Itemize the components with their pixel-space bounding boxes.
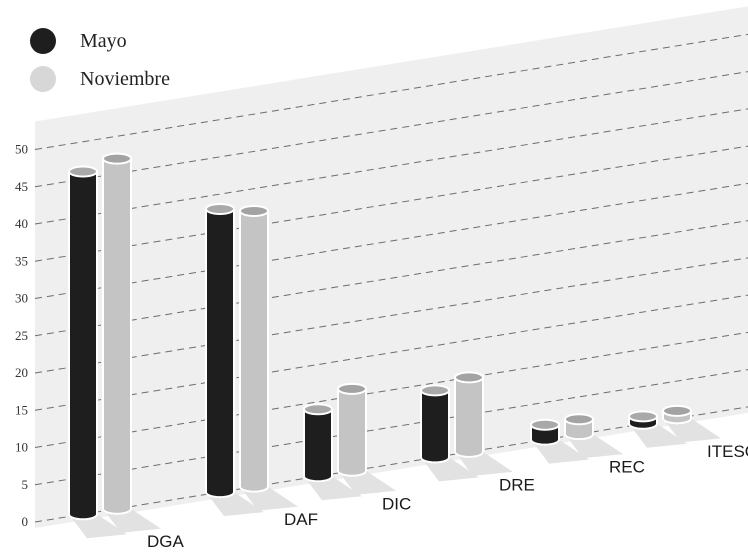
gridline — [34, 257, 748, 374]
bar-top-mayo — [205, 203, 235, 216]
x-category-label: DIC — [382, 494, 411, 513]
bar-shadow — [455, 451, 513, 476]
bar-top-noviembre — [454, 371, 484, 384]
x-category-label: REC — [609, 458, 645, 477]
bar-noviembre — [102, 157, 132, 515]
bar-mayo — [420, 389, 450, 464]
y-tick-label: 5 — [22, 477, 29, 492]
legend: Mayo Noviembre — [30, 22, 170, 98]
gridline — [34, 108, 748, 225]
gridline — [34, 220, 748, 337]
bar-shadow — [206, 492, 264, 517]
bar-mayo — [205, 208, 235, 499]
bar-noviembre — [337, 387, 367, 477]
y-tick-label: 50 — [15, 142, 28, 157]
y-tick-label: 15 — [15, 402, 28, 417]
gridline — [34, 182, 748, 299]
bar-shadow — [240, 486, 298, 511]
x-category-label: DRE — [499, 475, 535, 494]
bar-shadow — [69, 514, 127, 539]
gridline — [34, 369, 748, 486]
legend-item-mayo: Mayo — [30, 22, 170, 60]
bar-noviembre — [454, 376, 484, 458]
x-category-label: DGA — [147, 532, 185, 551]
bar-shadow — [338, 470, 396, 495]
x-category-label: DAF — [284, 510, 318, 529]
bar-shadow — [103, 508, 161, 533]
legend-label-mayo: Mayo — [80, 29, 127, 52]
bar-shadow — [629, 423, 687, 448]
y-tick-label: 0 — [22, 514, 29, 529]
bar-top-noviembre — [337, 382, 367, 395]
bar-noviembre — [239, 209, 269, 493]
bar-shadow — [663, 418, 721, 443]
bar-mayo — [68, 170, 98, 521]
bar-shadow — [421, 457, 479, 482]
bar-shadow — [304, 476, 362, 501]
x-category-label: ITESO, AC — [707, 442, 748, 461]
y-tick-label: 35 — [15, 253, 28, 268]
legend-label-noviembre: Noviembre — [80, 67, 170, 90]
gridline — [34, 33, 748, 150]
bar-top-mayo — [303, 403, 333, 416]
gridline — [34, 145, 748, 262]
bar-top-mayo — [420, 384, 450, 397]
y-tick-label: 25 — [15, 328, 28, 343]
bar-top-mayo — [628, 410, 658, 423]
y-tick-label: 45 — [15, 179, 28, 194]
legend-swatch-noviembre — [30, 66, 56, 92]
bar-mayo — [303, 408, 333, 483]
bar-shadow — [531, 439, 589, 464]
gridline — [34, 331, 748, 448]
bar-top-mayo — [68, 165, 98, 178]
bar-top-noviembre — [239, 204, 269, 217]
bar-top-noviembre — [102, 152, 132, 165]
bar-top-mayo — [530, 418, 560, 431]
gridline — [34, 71, 748, 188]
bar-shadow — [565, 434, 623, 459]
gridline — [34, 294, 748, 411]
y-tick-label: 10 — [15, 440, 28, 455]
bar-top-noviembre — [564, 413, 594, 426]
y-tick-label: 20 — [15, 365, 28, 380]
y-tick-label: 40 — [15, 216, 28, 231]
legend-swatch-mayo — [30, 28, 56, 54]
legend-item-noviembre: Noviembre — [30, 60, 170, 98]
bar-top-noviembre — [662, 404, 692, 417]
y-tick-label: 30 — [15, 291, 28, 306]
